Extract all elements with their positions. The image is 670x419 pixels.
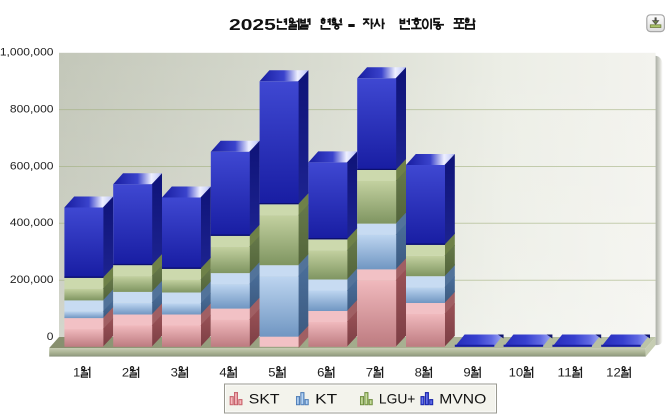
svg-text:KT: KT (315, 391, 338, 407)
svg-text:2: 2 (122, 368, 129, 380)
svg-text:1,000,000: 1,000,000 (0, 47, 54, 59)
svg-text:3: 3 (171, 368, 178, 380)
svg-text:0: 0 (47, 331, 54, 343)
svg-text:MVNO: MVNO (439, 391, 486, 407)
svg-text:8: 8 (415, 368, 422, 380)
svg-text:LGU+: LGU+ (379, 391, 416, 407)
svg-text:10: 10 (509, 368, 524, 380)
svg-text:5: 5 (268, 368, 275, 380)
svg-text:400,000: 400,000 (10, 217, 54, 229)
svg-text:SKT: SKT (249, 391, 280, 407)
svg-text:1: 1 (73, 368, 80, 380)
svg-text:2025: 2025 (229, 17, 276, 34)
svg-text:200,000: 200,000 (10, 274, 54, 286)
svg-text:7: 7 (366, 368, 373, 380)
svg-text:11: 11 (557, 368, 572, 380)
svg-text:9: 9 (463, 368, 470, 380)
svg-text:12: 12 (606, 368, 621, 380)
svg-text:800,000: 800,000 (10, 103, 54, 115)
svg-text:4: 4 (219, 368, 227, 380)
svg-text:6: 6 (317, 368, 324, 380)
svg-text:600,000: 600,000 (10, 160, 54, 172)
